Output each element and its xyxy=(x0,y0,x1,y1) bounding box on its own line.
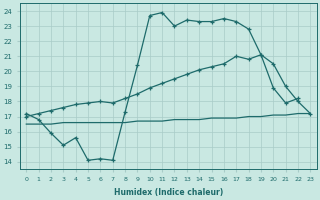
X-axis label: Humidex (Indice chaleur): Humidex (Indice chaleur) xyxy=(114,188,223,197)
